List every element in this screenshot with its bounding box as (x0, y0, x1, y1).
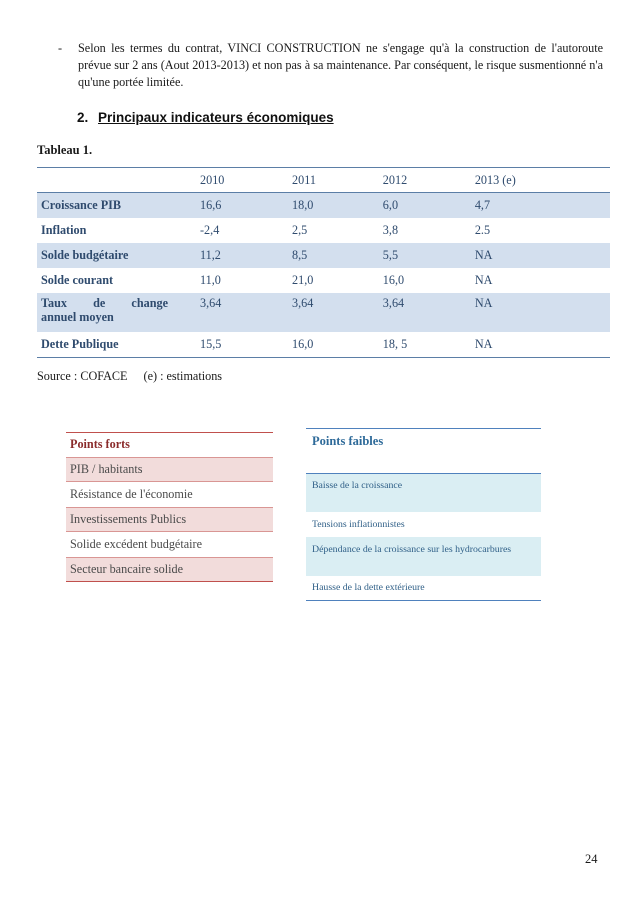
strength-item: Investissements Publics (66, 507, 273, 532)
table-cell: 5,5 (378, 243, 471, 268)
strengths-table: Points forts PIB / habitants Résistance … (66, 432, 273, 582)
header-spacer (172, 167, 196, 193)
row-label: Solde courant (41, 273, 114, 287)
table-cell: 11,2 (196, 243, 289, 268)
row-spacer (172, 293, 196, 332)
table-cell: NA (470, 332, 610, 358)
strength-item: Solide excédent budgétaire (70, 537, 202, 551)
table-cell: 18, 5 (378, 332, 471, 358)
table-cell: 4,7 (470, 192, 610, 218)
table-row: Solde courant 11,0 21,0 16,0 NA (37, 268, 610, 293)
bullet-dash: - (58, 41, 63, 55)
estimate-note: (e) : estimations (143, 369, 223, 383)
weaknesses-title: Points faibles (306, 428, 541, 474)
economic-indicators-table: 2010 2011 2012 2013 (e) Croissance PIB 1… (37, 167, 610, 358)
row-label: Solde budgétaire (37, 243, 172, 268)
table-cell: NA (474, 273, 493, 287)
strength-item: PIB / habitants (66, 457, 273, 482)
row-label: Dette Publique (37, 332, 172, 358)
row-spacer (172, 192, 196, 218)
row-spacer (172, 243, 196, 268)
table-cell: 18,0 (288, 192, 379, 218)
table-title: Tableau 1. (37, 143, 93, 157)
table-cell: 15,5 (196, 332, 289, 358)
section-heading: 2. Principaux indicateurs économiques (77, 110, 334, 125)
table-row: Solde budgétaire 11,2 8,5 5,5 NA (37, 243, 610, 268)
section-title: Principaux indicateurs économiques (98, 110, 334, 125)
column-header: 2012 (378, 167, 471, 193)
header-empty-cell (37, 167, 172, 193)
column-header: 2010 (196, 167, 289, 193)
table-source: Source : COFACE (e) : estimations (37, 369, 222, 384)
row-label-line1: Taux de change (41, 296, 168, 310)
bullet-text: Selon les termes du contrat, VINCI CONST… (78, 41, 603, 89)
row-spacer (172, 268, 196, 293)
table-cell: 11,0 (200, 273, 221, 287)
weakness-item: Hausse de la dette extérieure (306, 576, 541, 601)
table-cell: NA (470, 243, 610, 268)
strengths-title: Points forts (66, 432, 273, 457)
column-header: 2013 (e) (470, 167, 610, 193)
intro-bullet: - Selon les termes du contrat, VINCI CON… (58, 40, 603, 91)
table-cell: -2,4 (200, 223, 220, 237)
source-text: Source : COFACE (37, 369, 128, 383)
table-cell: 6,0 (378, 192, 471, 218)
weakness-item: Baisse de la croissance (306, 474, 541, 512)
table-cell: 21,0 (292, 273, 314, 287)
table-cell: 16,0 (288, 332, 379, 358)
table-cell: NA (470, 293, 610, 332)
table-cell: 3,64 (288, 293, 379, 332)
row-label-line2: annuel moyen (41, 310, 114, 324)
weaknesses-table: Points faibles Baisse de la croissance T… (306, 428, 541, 601)
table-row: Croissance PIB 16,6 18,0 6,0 4,7 (37, 192, 610, 218)
table-cell: 3,64 (378, 293, 471, 332)
table-cell: 2.5 (474, 223, 491, 237)
table-cell: 2,5 (292, 223, 308, 237)
table-header-row: 2010 2011 2012 2013 (e) (37, 167, 610, 193)
table-cell: 3,64 (196, 293, 289, 332)
row-spacer (172, 332, 196, 358)
table-row: Taux de change annuel moyen 3,64 3,64 3,… (37, 293, 610, 332)
table-row: Dette Publique 15,5 16,0 18, 5 NA (37, 332, 610, 358)
row-label: Taux de change annuel moyen (37, 293, 172, 332)
table-cell: 3,8 (382, 223, 399, 237)
weakness-item: Tensions inflationnistes (312, 519, 405, 530)
table-cell: 16,0 (382, 273, 405, 287)
row-label: Inflation (41, 223, 87, 237)
weakness-item: Dépendance de la croissance sur les hydr… (306, 537, 541, 576)
row-spacer (172, 218, 196, 243)
column-header: 2011 (288, 167, 379, 193)
strength-item: Résistance de l'économie (70, 487, 193, 501)
table-cell: 16,6 (196, 192, 289, 218)
row-label: Croissance PIB (37, 192, 172, 218)
section-number: 2. (77, 110, 89, 125)
table-row: Inflation -2,4 2,5 3,8 2.5 (37, 218, 610, 243)
page-number: 24 (585, 852, 598, 866)
strength-item: Secteur bancaire solide (66, 557, 273, 582)
table-cell: 8,5 (288, 243, 379, 268)
